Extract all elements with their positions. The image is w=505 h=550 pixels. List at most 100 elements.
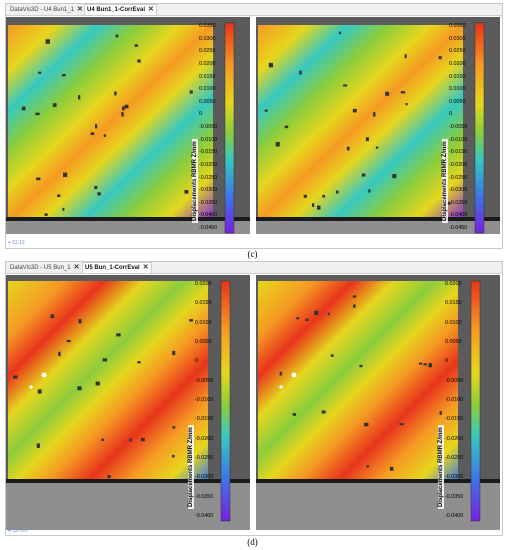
close-icon[interactable]: ✕ xyxy=(76,6,83,13)
colorbar xyxy=(474,22,485,234)
displacement-contour-map xyxy=(6,17,250,234)
caption-c: (c) xyxy=(247,249,258,259)
colorbar-tick-label: 0.0200 xyxy=(195,281,212,287)
speckle-mark xyxy=(264,109,268,112)
speckle-mark xyxy=(352,108,357,113)
colorbar-tick-label: -0.0250 xyxy=(199,174,218,181)
speckle-mark xyxy=(423,363,427,366)
speckle-mark xyxy=(36,177,41,181)
colorbar-label: Displacements RBMR Z/mm xyxy=(188,425,194,509)
colorbar-tick-label: -0.0350 xyxy=(445,493,464,500)
speckle-mark xyxy=(327,312,330,316)
colorbar-tick-label: -0.0150 xyxy=(199,149,218,156)
colorbar-tick-label: -0.0200 xyxy=(199,161,218,168)
speckle-mark xyxy=(172,426,176,429)
speckle-mark xyxy=(77,386,82,391)
tab-label: U5 Bun_1-CorrEval xyxy=(85,265,140,271)
speckle-mark xyxy=(335,190,339,194)
speckle-mark xyxy=(134,44,138,47)
colorbar-tick-label: 0.0150 xyxy=(445,300,462,307)
close-icon[interactable]: ✕ xyxy=(73,264,80,271)
colorbar-tick-label: 0.0050 xyxy=(449,98,466,105)
tab-datavis3d-u4[interactable]: DataVis3D - U4 Bun1_1 ✕ xyxy=(8,5,85,14)
colorbar-tick-label: 0 xyxy=(199,111,202,118)
contour-view-right[interactable] xyxy=(256,17,500,234)
speckle-mark xyxy=(439,411,442,415)
colorbar-tick-label: 0.0150 xyxy=(449,73,466,80)
speckle-mark xyxy=(124,104,129,109)
speckle-mark xyxy=(90,132,95,136)
speckle-mark xyxy=(107,475,111,479)
speckle-mark xyxy=(66,339,71,343)
colorbar-tick-label: -0.0050 xyxy=(449,124,468,130)
colorbar-tick-label: -0.0250 xyxy=(449,174,468,181)
speckle-mark xyxy=(303,194,307,198)
speckle-mark xyxy=(375,146,379,149)
colorbar-tick-label: -0.0150 xyxy=(445,416,464,423)
close-icon[interactable]: ✕ xyxy=(148,6,154,13)
panel-d-window: DataVis3D - U5 Bun_1 ✕ U5 Bun_1-CorrEval ✕… xyxy=(5,261,503,536)
speckle-mark xyxy=(299,70,302,75)
colorbar-tick-label: 0.0200 xyxy=(199,60,216,67)
speckle-mark xyxy=(446,201,451,205)
speckle-mark xyxy=(366,465,370,468)
speckle-mark xyxy=(78,95,81,100)
speckle-mark xyxy=(35,112,40,116)
colorbar-tick-label: 0.0250 xyxy=(449,48,466,55)
displacement-contour-map xyxy=(256,275,500,530)
speckle-mark xyxy=(363,422,369,427)
colorbar-tick-label: -0.0100 xyxy=(449,136,468,143)
speckle-mark xyxy=(37,389,42,394)
colorbar-tick-label: -0.0450 xyxy=(449,225,468,231)
panel-c-window: DataVis3D - U4 Bun1_1 ✕ U4 Bun1_1-CorrEva… xyxy=(5,3,503,249)
colorbar-tick-label: 0.0350 xyxy=(449,23,466,29)
colorbar xyxy=(470,280,481,522)
speckle-mark xyxy=(404,54,407,59)
colorbar-tick-label: -0.0450 xyxy=(199,225,218,231)
speckle-mark xyxy=(94,185,98,190)
tab-u5-correval[interactable]: U5 Bun_1-CorrEval ✕ xyxy=(82,262,152,273)
speckle-mark xyxy=(365,137,369,142)
colorbar-tick-label: 0 xyxy=(445,358,448,365)
colorbar-tick-label: 0.0100 xyxy=(449,86,466,93)
status-readout: ⌖ 59 mm xyxy=(8,528,28,534)
colorbar xyxy=(220,280,231,522)
colorbar-tick-label: -0.0200 xyxy=(449,161,468,168)
colorbar-tick-label: 0.0050 xyxy=(199,98,216,105)
speckle-mark xyxy=(94,124,98,129)
tab-datavis3d-u5[interactable]: DataVis3D - U5 Bun_1 ✕ xyxy=(8,263,81,272)
contour-view-right[interactable] xyxy=(256,275,500,530)
marker-dot xyxy=(29,385,33,389)
colorbar-tick-label: -0.0100 xyxy=(195,397,214,403)
speckle-mark xyxy=(21,106,26,111)
speckle-mark xyxy=(38,71,42,74)
colorbar-tick-label: 0.0300 xyxy=(449,35,466,42)
speckle-mark xyxy=(13,375,18,379)
colorbar-tick-label: -0.0200 xyxy=(445,435,464,442)
contour-view-left[interactable] xyxy=(6,275,250,530)
speckle-mark xyxy=(184,190,189,194)
speckle-mark xyxy=(63,172,68,178)
colorbar-tick-label: -0.0300 xyxy=(195,474,214,481)
colorbar-tick-label: -0.0100 xyxy=(445,397,464,403)
speckle-mark xyxy=(44,213,48,216)
displacement-field xyxy=(258,25,463,221)
colorbar-tick-label: -0.0300 xyxy=(199,187,218,194)
contour-view-left[interactable] xyxy=(6,17,250,234)
speckle-mark xyxy=(61,74,66,77)
colorbar-tick-label: -0.0350 xyxy=(195,493,214,500)
speckle-mark xyxy=(392,174,397,179)
speckle-mark xyxy=(58,351,61,357)
colorbar-tick-label: -0.0250 xyxy=(445,455,464,461)
close-icon[interactable]: ✕ xyxy=(142,264,149,271)
colorbar-tick-label: -0.0150 xyxy=(449,149,468,156)
speckle-mark xyxy=(36,443,40,448)
colorbar-tick-label: 0.0150 xyxy=(195,300,212,307)
speckle-mark xyxy=(137,361,141,364)
tab-u4-correval[interactable]: U4 Bun1_1-CorrEval ✕ xyxy=(84,4,157,15)
speckle-mark xyxy=(52,103,57,108)
colorbar-tick-label: 0.0350 xyxy=(199,23,216,29)
marker-dot xyxy=(41,372,47,378)
colorbar-tick-label: -0.0200 xyxy=(195,435,214,442)
speckle-mark xyxy=(405,103,408,106)
